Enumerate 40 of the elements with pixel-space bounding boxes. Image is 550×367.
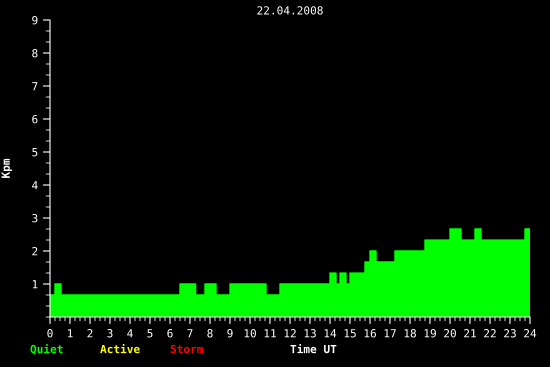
y-tick-label: 9	[32, 16, 38, 24]
x-tick-label: 22	[484, 329, 496, 338]
x-tick-label: 5	[147, 329, 152, 338]
x-tick-label: 20	[444, 329, 456, 338]
y-tick-label: 2	[32, 247, 38, 256]
legend-label: Active	[100, 344, 140, 354]
x-tick-label: 9	[227, 329, 233, 338]
x-tick-label: 11	[264, 329, 276, 338]
x-tick-label: 1	[68, 329, 73, 338]
x-tick-label: 21	[464, 329, 476, 338]
text: Quiet	[30, 344, 63, 355]
y-axis-title: Kpm	[2, 158, 12, 178]
x-tick-label: 12	[284, 329, 296, 338]
x-axis-title: Time UT	[290, 344, 336, 354]
y-tick-label: 5	[32, 148, 38, 156]
y-tick-label: 7	[32, 82, 38, 90]
x-tick-label: 17	[384, 329, 396, 338]
x-tick-label: 8	[207, 329, 213, 338]
y-tick-label: 1	[32, 280, 38, 288]
legend-label: Storm	[170, 344, 204, 354]
x-tick-label: 0	[47, 329, 53, 338]
chart-title: 22.04.2008	[257, 6, 323, 15]
y-tick-label: 4	[32, 181, 38, 190]
x-tick-label: 7	[187, 329, 193, 338]
y-tick-label: 6	[32, 115, 38, 124]
x-tick-label: 10	[244, 329, 256, 338]
x-tick-label: 16	[364, 329, 376, 338]
y-tick-label: 8	[32, 49, 38, 58]
x-tick-label: 13	[304, 329, 316, 338]
x-tick-label: 4	[127, 329, 133, 338]
y-tick-label: 3	[32, 214, 38, 222]
x-tick-label: 19	[424, 329, 436, 338]
x-tick-label: 6	[167, 329, 173, 338]
x-tick-label: 24	[524, 329, 536, 338]
x-tick-label: 18	[404, 329, 416, 338]
x-tick-label: 3	[107, 329, 113, 338]
x-tick-label: 15	[344, 329, 356, 338]
x-tick-label: 2	[87, 329, 92, 338]
x-tick-label: 23	[504, 329, 516, 338]
x-tick-label: 14	[324, 329, 336, 338]
